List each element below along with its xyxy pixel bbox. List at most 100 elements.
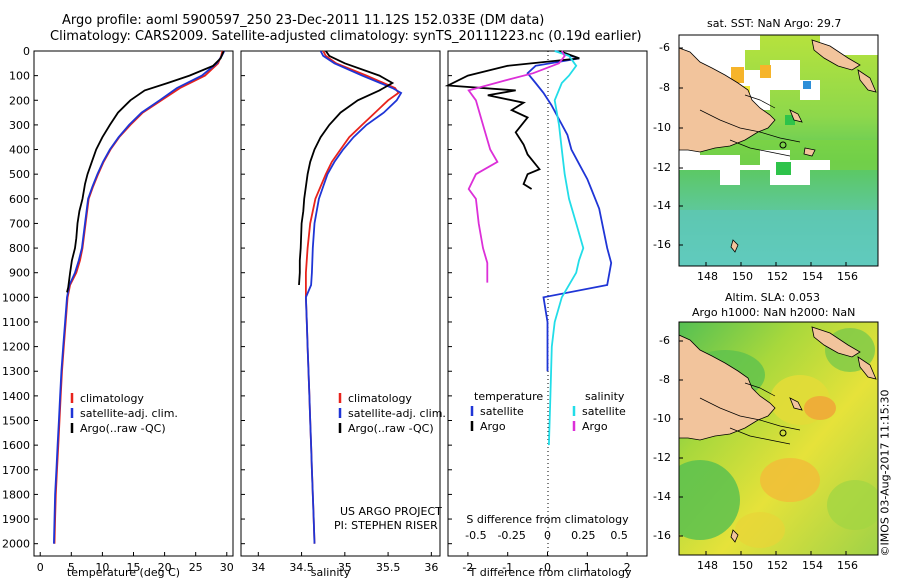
x-tick-label: 0	[544, 561, 551, 574]
y-tick-label: 1900	[2, 513, 30, 526]
legend-label: satellite	[480, 405, 524, 418]
legend-label: satellite-adj. clim.	[80, 407, 178, 420]
legend-label: Argo	[480, 420, 506, 433]
legend-label: Argo(..raw -QC)	[80, 422, 166, 435]
series-line-temperature-satellite	[526, 50, 613, 372]
sla-map-title-1: Altim. SLA: 0.053	[725, 291, 821, 304]
sst-lat-tick: -14	[653, 199, 671, 212]
series-line-argo-raw-qc-	[66, 50, 225, 293]
sst-lat-tick: -6	[659, 41, 670, 54]
sla-lon-tick: 152	[767, 559, 788, 572]
sst-lat-tick: -12	[653, 161, 671, 174]
y-tick-label: 0	[23, 45, 30, 58]
series-line-satellite-adj-clim-	[304, 50, 403, 544]
legend-label: Argo(..raw -QC)	[348, 422, 434, 435]
sst-lon-tick: 150	[732, 270, 753, 283]
y-tick-label: 1400	[2, 390, 30, 403]
x-tick-label: 25	[189, 561, 203, 574]
credit-timestamp: ©IMOS 03-Aug-2017 11:15:30	[878, 389, 892, 557]
x-tick-label: 35	[338, 561, 352, 574]
secondary-axis-label: S difference from climatology	[466, 513, 629, 526]
legend-label: Argo	[582, 420, 608, 433]
sst-lon-tick: 156	[837, 270, 858, 283]
y-tick-label: 1300	[2, 365, 30, 378]
y-tick-label: 800	[9, 242, 30, 255]
series-line-salinity-argo	[467, 50, 566, 283]
sst-lon-tick: 148	[697, 270, 718, 283]
x-tick-label: 20	[158, 561, 172, 574]
salinity-panel-frame	[240, 50, 441, 557]
legend-label: satellite-adj. clim.	[348, 407, 446, 420]
series-line-climatology	[53, 50, 224, 544]
x-tick-label: 35.5	[376, 561, 401, 574]
y-tick-label: 900	[9, 267, 30, 280]
y-tick-label: 1600	[2, 439, 30, 452]
y-tick-label: 400	[9, 144, 30, 157]
sla-lat-tick: -8	[659, 373, 670, 386]
legend-label: climatology	[80, 392, 144, 405]
secondary-tick-label: -0.25	[497, 529, 525, 542]
y-tick-label: 100	[9, 70, 30, 83]
x-tick-label: 10	[95, 561, 109, 574]
sst-lat-tick: -16	[653, 238, 671, 251]
y-tick-label: 2000	[2, 538, 30, 551]
legend-label: climatology	[348, 392, 412, 405]
sla-lon-tick: 156	[837, 559, 858, 572]
pi-label: PI: STEPHEN RISER	[334, 519, 438, 532]
series-line-climatology	[305, 50, 400, 544]
y-tick-label: 1100	[2, 316, 30, 329]
secondary-tick-label: 0	[544, 529, 551, 542]
x-axis-label: salinity	[311, 566, 351, 579]
series-line-argo-raw-qc-	[298, 50, 395, 286]
x-tick-label: 5	[68, 561, 75, 574]
temperature-panel-frame	[33, 50, 234, 557]
y-tick-label: 1200	[2, 341, 30, 354]
y-tick-label: 500	[9, 168, 30, 181]
sla-lon-tick: 154	[802, 559, 823, 572]
secondary-tick-label: 0.5	[610, 529, 628, 542]
sla-lat-tick: -6	[659, 334, 670, 347]
sla-map	[678, 321, 879, 556]
series-line-satellite-adj-clim-	[53, 50, 226, 544]
x-tick-label: 1	[584, 561, 591, 574]
y-tick-label: 1500	[2, 415, 30, 428]
sst-lon-tick: 154	[802, 270, 823, 283]
sst-lat-tick: -8	[659, 81, 670, 94]
series-line-temperature-argo	[444, 50, 580, 190]
y-tick-label: 1000	[2, 291, 30, 304]
secondary-tick-label: -0.5	[465, 529, 486, 542]
legend-header-salinity: salinity	[585, 390, 625, 403]
x-tick-label: -2	[462, 561, 473, 574]
legend-label: satellite	[582, 405, 626, 418]
argo-position-marker-sla	[779, 429, 787, 437]
legend-header-temperature: temperature	[474, 390, 543, 403]
y-tick-label: 600	[9, 193, 30, 206]
sla-lat-tick: -12	[653, 451, 671, 464]
x-axis-label: T difference from climatology	[469, 566, 632, 579]
x-tick-label: 0	[37, 561, 44, 574]
secondary-tick-label: 0.25	[571, 529, 596, 542]
sst-lat-tick: -10	[653, 121, 671, 134]
sst-map-title: sat. SST: NaN Argo: 29.7	[707, 17, 842, 30]
sla-lon-tick: 150	[732, 559, 753, 572]
argo-position-marker-sst	[779, 141, 787, 149]
y-tick-label: 200	[9, 94, 30, 107]
title-line-2: Climatology: CARS2009. Satellite-adjuste…	[50, 29, 642, 44]
x-tick-label: 2	[624, 561, 631, 574]
x-tick-label: 36	[424, 561, 438, 574]
y-tick-label: 1700	[2, 464, 30, 477]
y-tick-label: 1800	[2, 488, 30, 501]
x-tick-label: 34.5	[289, 561, 314, 574]
x-tick-label: -1	[502, 561, 513, 574]
sla-lon-tick: 148	[697, 559, 718, 572]
sla-lat-tick: -10	[653, 412, 671, 425]
x-axis-label: temperature (deg C)	[67, 566, 180, 579]
sla-lat-tick: -14	[653, 490, 671, 503]
x-tick-label: 15	[127, 561, 141, 574]
y-tick-label: 300	[9, 119, 30, 132]
sst-lon-tick: 152	[767, 270, 788, 283]
series-line-salinity-satellite	[548, 50, 585, 446]
sla-map-title-2: Argo h1000: NaN h2000: NaN	[692, 306, 856, 319]
project-label: US ARGO PROJECT	[340, 505, 442, 518]
x-tick-label: 30	[220, 561, 234, 574]
